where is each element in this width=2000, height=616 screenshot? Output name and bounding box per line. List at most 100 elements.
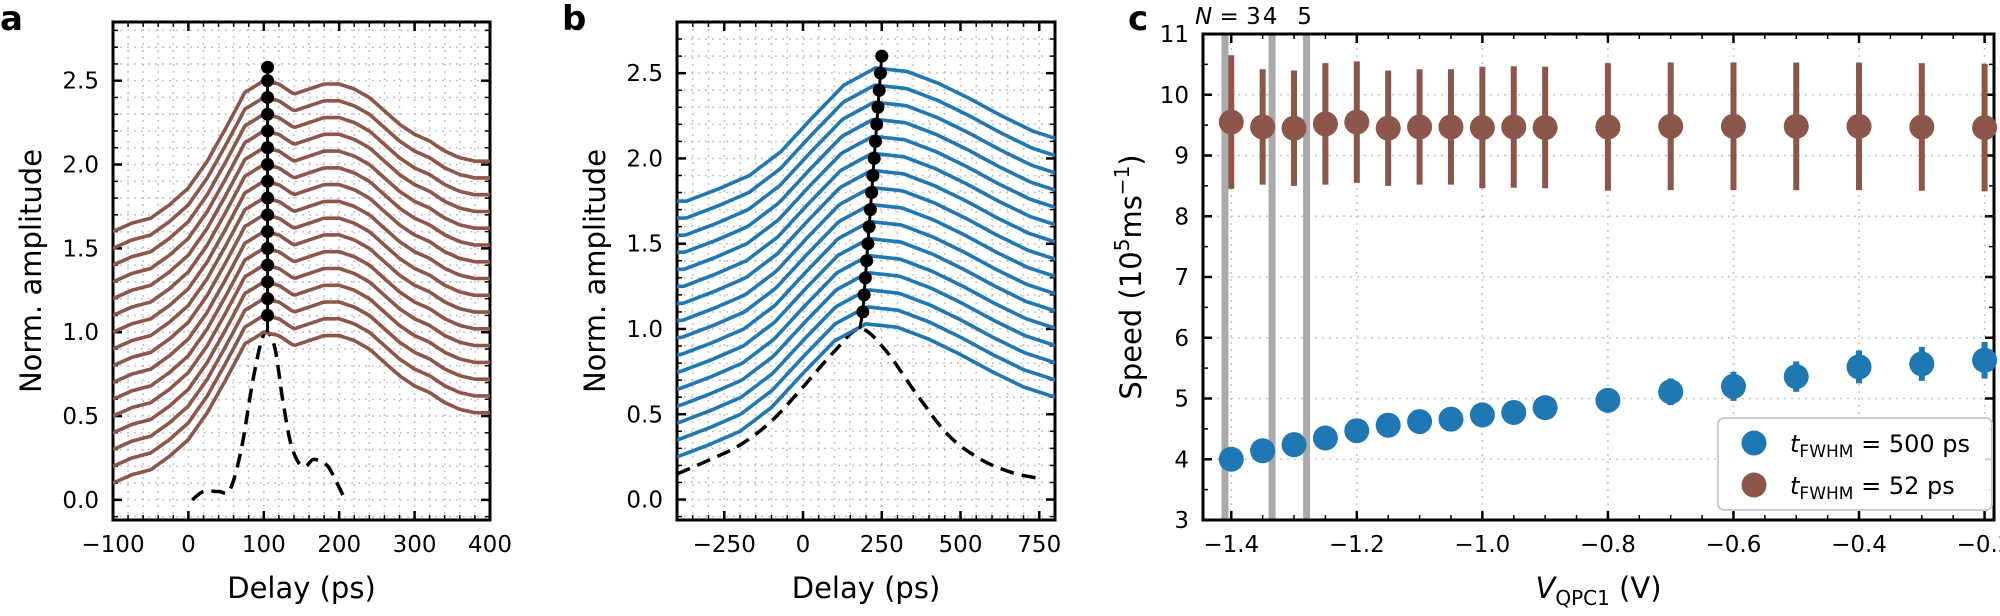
data-point <box>1658 379 1684 405</box>
peak-marker <box>261 90 275 104</box>
trace-13 <box>113 129 490 284</box>
panel-letter-a: a <box>0 0 23 39</box>
y-tick-label: 7 <box>1174 265 1189 291</box>
trace-15 <box>113 95 490 250</box>
trace-10 <box>113 179 490 334</box>
peak-marker <box>261 208 275 222</box>
data-point <box>1909 114 1935 140</box>
peak-marker <box>261 308 275 322</box>
y-label-unit: ms <box>1114 195 1148 238</box>
x-tick-label: −0.2 <box>1957 532 2000 558</box>
x-tick-label: 100 <box>242 532 286 558</box>
data-point <box>1218 446 1244 472</box>
y-axis-label: Norm. amplitude <box>14 149 48 393</box>
x-tick-label: −100 <box>81 532 144 558</box>
x-tick-label: 200 <box>317 532 361 558</box>
legend-sub: FWHM <box>1799 442 1853 462</box>
trace-12 <box>677 134 1055 272</box>
plot-area <box>677 49 1055 481</box>
y-tick-label: 11 <box>1160 22 1189 48</box>
y-tick-label: 1.5 <box>62 236 99 262</box>
data-point <box>1469 402 1495 428</box>
data-point <box>1783 113 1809 139</box>
x-tick-label: −0.4 <box>1831 532 1887 558</box>
panel-a: a −100 0 100 200 300 400 0.0 0.5 1.0 1.5 2.0 2.5 Del… <box>0 0 512 605</box>
legend-rest: = 500 ps <box>1853 430 1970 458</box>
x-tick-label: 0 <box>181 532 196 558</box>
x-tick-label: 400 <box>468 532 512 558</box>
legend-t: t <box>1790 472 1801 500</box>
trace-10 <box>677 168 1055 306</box>
peak-marker <box>261 191 275 205</box>
peak-marker <box>261 258 275 272</box>
y-tick-label: 1.0 <box>626 317 663 343</box>
trace-11 <box>113 162 490 318</box>
y-label-sup: 5 <box>1110 239 1134 252</box>
legend-marker-0 <box>1741 430 1767 456</box>
legend-marker-1 <box>1741 472 1767 498</box>
data-point <box>1344 418 1370 444</box>
panel-letter-c: c <box>1128 0 1148 39</box>
trace-8 <box>113 212 490 368</box>
trace-4 <box>113 280 490 435</box>
data-point <box>1501 114 1527 140</box>
data-point <box>1375 412 1401 438</box>
trace-1 <box>113 330 490 485</box>
y-label-sup2: −1 <box>1110 166 1134 195</box>
peak-marker <box>261 107 275 121</box>
peak-marker <box>261 124 275 138</box>
data-point <box>1846 354 1872 380</box>
y-tick-label: 1.0 <box>62 320 99 346</box>
reference-trace <box>191 329 347 502</box>
data-point <box>1532 395 1558 421</box>
plot-frame <box>111 20 492 522</box>
peak-marker <box>261 174 275 188</box>
x-label-unit: (V) <box>1610 571 1662 605</box>
y-tick-label: 8 <box>1174 204 1189 230</box>
y-tick-label: 5 <box>1174 387 1189 413</box>
data-point <box>1218 109 1244 135</box>
peak-marker <box>870 117 884 131</box>
peak-marker <box>861 237 875 251</box>
data-point <box>1438 406 1464 432</box>
panel-c: c −1.4−1.2−1.0−0.8−0.6−0.4−0.23456789101… <box>1110 0 2000 610</box>
data-point <box>1407 409 1433 435</box>
trace-7 <box>113 229 490 385</box>
series-0 <box>1218 342 1998 472</box>
legend-sub: FWHM <box>1799 484 1853 504</box>
y-axis-label: Norm. amplitude <box>578 149 612 393</box>
trace-6 <box>113 246 490 401</box>
data-point <box>1281 115 1307 141</box>
y-tick-label: 0.0 <box>62 488 99 514</box>
peak-marker <box>261 225 275 239</box>
y-tick-label: 6 <box>1174 326 1189 352</box>
plot-area <box>113 60 490 502</box>
y-tick-label: 0.5 <box>62 404 99 430</box>
data-point <box>1344 109 1370 135</box>
y-tick-label: 3 <box>1174 508 1189 534</box>
x-tick-label: −250 <box>693 532 756 558</box>
series-1 <box>1218 55 1998 192</box>
n-symbol: N <box>1195 4 1212 30</box>
peak-marker <box>867 151 881 165</box>
trace-14 <box>113 112 490 267</box>
data-point <box>1658 113 1684 139</box>
y-tick-label: 2.0 <box>62 153 99 179</box>
panel-letter-b: b <box>562 0 586 39</box>
peak-marker <box>261 141 275 155</box>
x-label-v: V <box>1535 571 1557 605</box>
trace-14 <box>677 100 1055 238</box>
x-tick-label: 300 <box>393 532 437 558</box>
peak-marker <box>866 168 880 182</box>
x-tick-label: −0.6 <box>1706 532 1762 558</box>
trace-3 <box>113 296 490 452</box>
peak-marker <box>868 134 882 148</box>
vline-label-prefix: N = 3 <box>1195 4 1261 30</box>
legend-label-0: tFWHM = 500 ps <box>1790 430 1970 462</box>
data-point <box>1375 115 1401 141</box>
peak-marker <box>261 74 275 88</box>
x-tick-label: −0.8 <box>1580 532 1636 558</box>
trace-2 <box>113 313 490 468</box>
y-tick-label: 10 <box>1160 83 1189 109</box>
